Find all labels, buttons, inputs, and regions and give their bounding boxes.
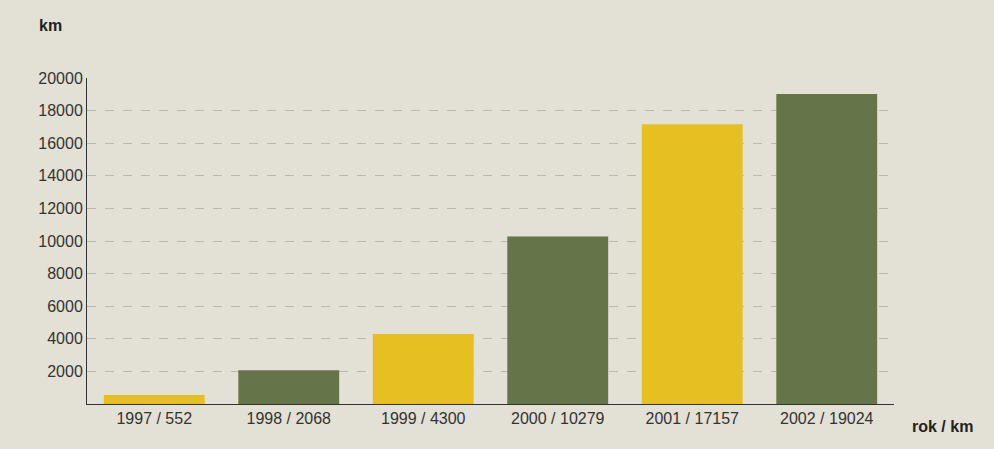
svg-text:10000: 10000 bbox=[38, 233, 83, 250]
svg-text:2001 / 17157: 2001 / 17157 bbox=[646, 410, 740, 427]
svg-text:km: km bbox=[39, 17, 62, 34]
svg-text:14000: 14000 bbox=[38, 167, 83, 184]
svg-text:20000: 20000 bbox=[38, 70, 83, 87]
svg-text:1997 / 552: 1997 / 552 bbox=[116, 410, 192, 427]
svg-text:12000: 12000 bbox=[38, 200, 83, 217]
svg-text:18000: 18000 bbox=[38, 102, 83, 119]
svg-text:4000: 4000 bbox=[47, 330, 83, 347]
svg-text:2002 / 19024: 2002 / 19024 bbox=[780, 410, 874, 427]
svg-text:2000 / 10279: 2000 / 10279 bbox=[511, 410, 605, 427]
svg-text:rok / km: rok / km bbox=[912, 418, 973, 435]
svg-text:1999 / 4300: 1999 / 4300 bbox=[381, 410, 466, 427]
svg-text:16000: 16000 bbox=[38, 135, 83, 152]
svg-text:8000: 8000 bbox=[47, 265, 83, 282]
svg-text:2000: 2000 bbox=[47, 363, 83, 380]
svg-text:6000: 6000 bbox=[47, 298, 83, 315]
svg-text:1998 / 2068: 1998 / 2068 bbox=[246, 410, 331, 427]
